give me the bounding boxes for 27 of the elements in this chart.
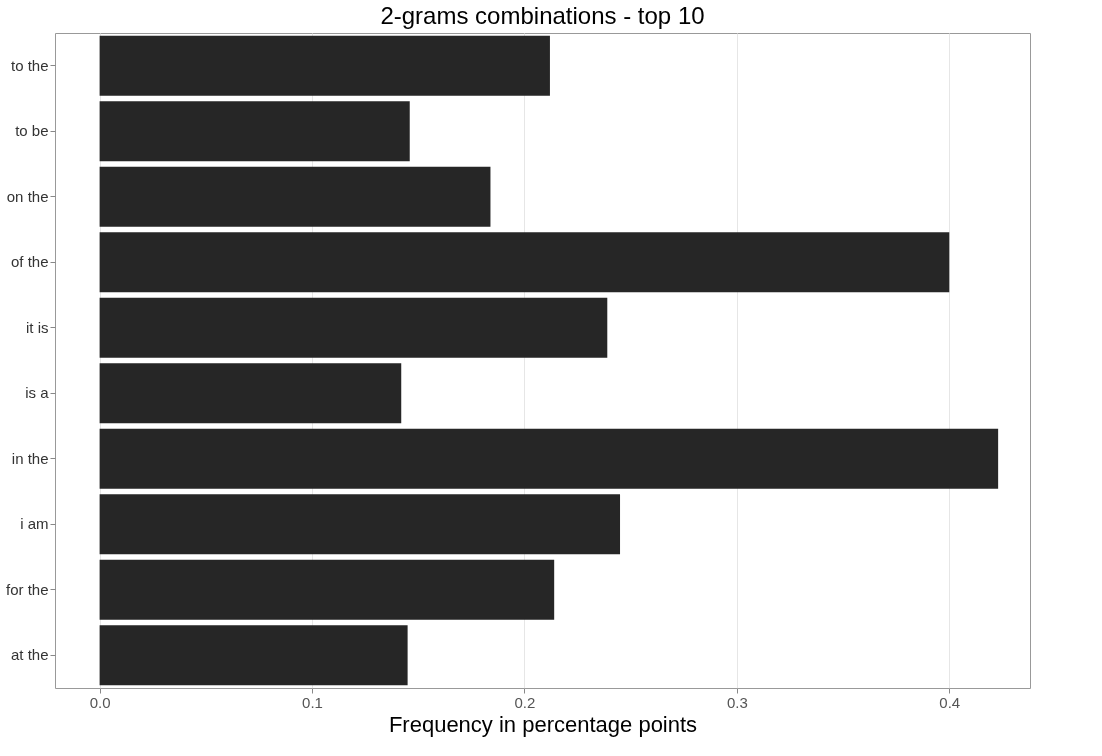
bar [99, 297, 608, 358]
x-axis-title: Frequency in percentage points [388, 711, 698, 737]
y-tick-label: at the [10, 646, 49, 664]
bar [99, 363, 402, 424]
y-tick-label: in the [11, 449, 49, 467]
y-tick-label: of the [10, 253, 49, 271]
y-tick-label: for the [5, 580, 49, 598]
bar [99, 166, 491, 227]
x-tick-label: 0.3 [726, 693, 748, 711]
bar [99, 428, 999, 489]
y-tick-label: on the [6, 187, 49, 205]
bar [99, 101, 410, 162]
bar [99, 559, 555, 620]
bar [99, 232, 950, 293]
bar [99, 625, 408, 686]
y-tick-label: it is [26, 318, 49, 336]
x-tick-label: 0.1 [302, 693, 323, 711]
x-tick-label: 0.2 [514, 693, 536, 711]
bar [99, 35, 550, 96]
chart-title: 2-grams combinations - top 10 [380, 2, 705, 29]
y-tick-label: is a [25, 384, 50, 402]
y-tick-label: i am [20, 515, 49, 533]
x-tick-label: 0.0 [89, 693, 111, 711]
bar [99, 494, 621, 555]
y-tick-label: to be [15, 122, 49, 140]
x-tick-label: 0.4 [939, 693, 961, 711]
y-tick-label: to the [10, 56, 49, 74]
